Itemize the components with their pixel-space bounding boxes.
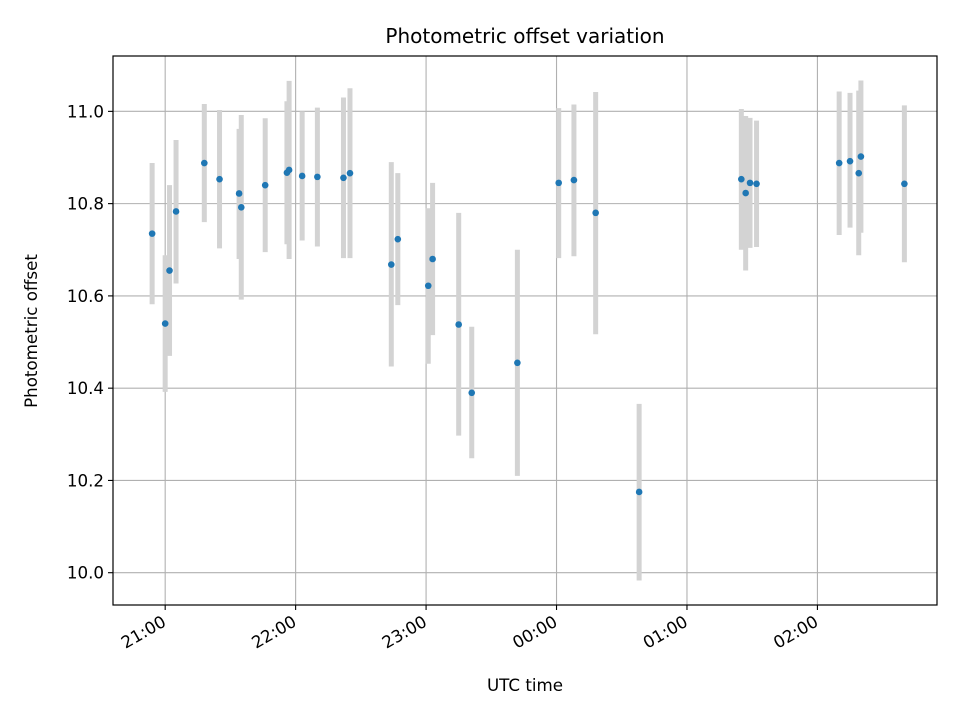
data-point [161, 320, 169, 327]
chart-title: Photometric offset variation [385, 24, 664, 48]
y-tick-label: 10.2 [67, 470, 104, 490]
data-point [468, 389, 476, 397]
y-tick-label: 10.4 [67, 378, 104, 398]
data-point [298, 172, 306, 180]
data-point [555, 179, 562, 187]
data-point [387, 261, 395, 268]
data-point [340, 174, 347, 182]
data-point [148, 230, 156, 237]
data-point [901, 180, 908, 188]
y-tick-label: 10.6 [67, 286, 104, 306]
data-point [216, 175, 223, 183]
data-point [166, 267, 173, 274]
data-point [285, 166, 293, 174]
y-tick-label: 10.8 [67, 194, 104, 214]
data-point [570, 176, 578, 184]
data-point [514, 359, 521, 367]
data-point [857, 153, 865, 160]
data-point [635, 488, 643, 496]
data-point [314, 173, 321, 181]
data-point [855, 169, 863, 177]
grid [113, 56, 937, 605]
y-axis: 10.0 10.2 10.4 10.6 10.8 11.0 [67, 101, 113, 583]
y-tick-label: 10.0 [67, 563, 104, 583]
plot-frame [112, 55, 938, 606]
data-point [429, 255, 436, 263]
data-point [424, 282, 432, 290]
data-point [172, 208, 180, 215]
data-point [742, 189, 749, 197]
data-point [237, 204, 245, 211]
data-point [235, 190, 243, 197]
data-point [592, 209, 599, 217]
data-point [394, 235, 402, 243]
y-tick-label: 11.0 [67, 101, 104, 121]
data-point [261, 181, 269, 189]
data-points [148, 153, 908, 496]
data-point [746, 179, 754, 187]
data-point [738, 175, 745, 183]
x-axis-label: UTC time [487, 675, 563, 695]
data-point [346, 169, 354, 177]
y-axis-label: Photometric offset [21, 254, 41, 408]
data-point [753, 180, 760, 188]
data-point [846, 157, 854, 165]
data-point [455, 321, 462, 328]
data-point [835, 159, 843, 167]
data-point [201, 159, 208, 167]
